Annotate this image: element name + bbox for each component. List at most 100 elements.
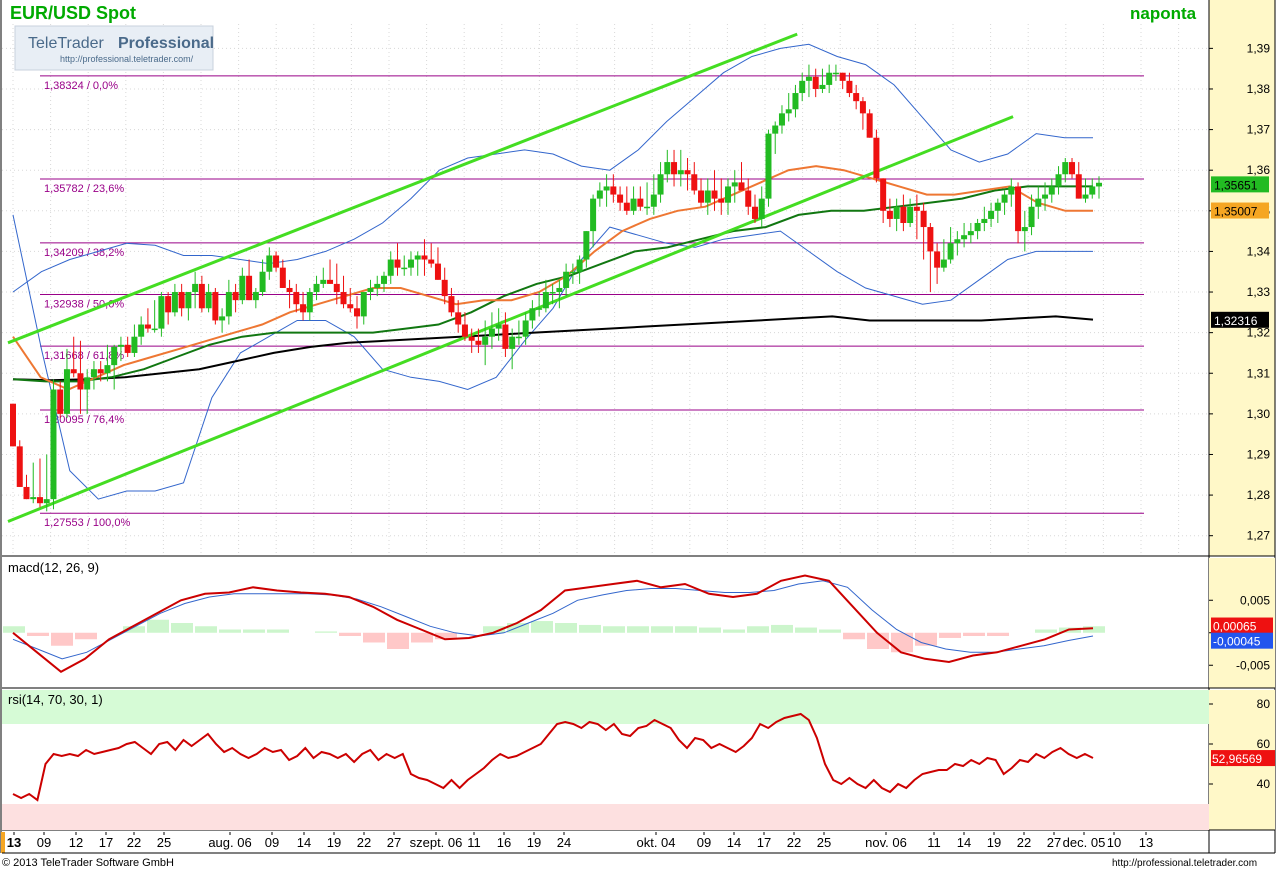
macd-panel: macd(12, 26, 9)0,0050-0,0050,00065-0,000…: [2, 558, 1275, 689]
candle-body: [185, 292, 192, 309]
candle-body: [954, 239, 961, 244]
candle-body: [792, 93, 799, 110]
last-value-label: 1,35007: [1214, 205, 1258, 219]
date-tick-label: 25: [157, 835, 171, 850]
macd-histogram-bar: [267, 629, 289, 633]
date-tick-label: 16: [497, 835, 511, 850]
date-tick-label: 11: [927, 835, 941, 850]
candle-body: [428, 259, 435, 264]
price-ytick-label: 1,34: [1247, 244, 1271, 258]
candle-body: [36, 497, 43, 504]
candle-body: [124, 344, 131, 353]
rsi-last-value-label: 52,96569: [1212, 752, 1262, 766]
candle-body: [725, 186, 732, 203]
candle-body: [994, 202, 1001, 211]
candle-body: [1021, 227, 1028, 232]
logo-url: http://professional.teletrader.com/: [60, 54, 194, 64]
footer-url: http://professional.teletrader.com: [1112, 858, 1257, 869]
candle-body: [320, 279, 327, 284]
candle-body: [327, 279, 334, 284]
candle-body: [232, 292, 239, 301]
candle-body: [279, 267, 286, 288]
price-ytick-label: 1,32: [1247, 326, 1271, 340]
price-ytick-label: 1,27: [1247, 529, 1271, 543]
macd-histogram-bar: [315, 631, 337, 633]
candle-body: [1015, 186, 1022, 232]
bollinger-upper: [12, 43, 1093, 293]
last-value-label: 1,32316: [1214, 314, 1258, 328]
candle-body: [10, 403, 16, 447]
candle-body: [461, 324, 468, 337]
candle-body: [819, 84, 826, 89]
rsi-overbought-zone: [2, 690, 1209, 724]
fib-level-label: 1,32938 / 50,0%: [44, 299, 124, 311]
candle-body: [192, 283, 199, 293]
macd-histogram-bar: [747, 626, 769, 633]
date-tick-label: 17: [757, 835, 771, 850]
macd-histogram-bar: [1083, 626, 1105, 633]
last-value-box: [1211, 176, 1269, 193]
candle-body: [886, 210, 893, 219]
candle-body: [407, 259, 414, 268]
candle-body: [77, 373, 84, 390]
candle-body: [293, 292, 300, 305]
candle-body: [421, 255, 428, 260]
candle-body: [967, 231, 974, 236]
date-tick-label: nov. 06: [865, 835, 907, 850]
date-tick-label: 14: [727, 835, 741, 850]
candle-body: [151, 328, 158, 331]
candle-body: [1096, 182, 1102, 187]
date-tick-label: 22: [787, 835, 801, 850]
candle-body: [961, 235, 968, 240]
price-ytick-label: 1,31: [1247, 366, 1271, 380]
date-tick-label: okt. 04: [636, 835, 675, 850]
candle-body: [30, 497, 37, 500]
macd-histogram-bar: [411, 632, 433, 643]
macd-histogram-bar: [531, 621, 553, 633]
bollinger-lower: [12, 214, 1093, 500]
ma-mid-line: [12, 185, 1093, 383]
candle-body: [239, 275, 246, 301]
macd-histogram-bar: [891, 632, 913, 653]
rsi-last-value-box: [1211, 750, 1275, 767]
candle-body: [893, 206, 900, 219]
candle-body: [610, 186, 617, 195]
macd-histogram-bar: [627, 626, 649, 633]
candle-body: [596, 190, 603, 199]
candle-body: [873, 137, 880, 179]
candle-body: [131, 336, 138, 353]
date-tick-label: aug. 06: [208, 835, 251, 850]
candle-body: [1062, 162, 1069, 175]
candle-body: [603, 186, 610, 191]
date-tick-label: 09: [265, 835, 279, 850]
candle-body: [340, 292, 347, 305]
candle-body: [306, 292, 313, 313]
date-tick-label: szept. 06: [410, 835, 463, 850]
date-axis-marker: [1, 832, 5, 853]
candle-body: [650, 194, 657, 207]
candle-body: [751, 206, 758, 219]
candle-body: [745, 190, 752, 207]
candle-body: [246, 275, 253, 301]
candle-body: [333, 283, 340, 293]
candle-body: [549, 292, 556, 294]
macd-histogram-bar: [483, 626, 505, 633]
date-tick-label: 12: [69, 835, 83, 850]
date-tick-label: dec. 05: [1063, 835, 1106, 850]
date-tick-label: 19: [327, 835, 341, 850]
macd-last-value-box: [1211, 632, 1273, 649]
macd-last-value-label: 0,00065: [1213, 620, 1257, 634]
date-tick-label: 17: [99, 835, 113, 850]
candle-body: [947, 243, 954, 260]
ma-short-line: [12, 165, 1093, 391]
logo-text: TeleTrader: [28, 35, 105, 52]
date-tick-label: 09: [697, 835, 711, 850]
candle-body: [354, 308, 361, 317]
candle-body: [90, 369, 97, 378]
candle-body: [691, 174, 698, 191]
macd-histogram-bar: [75, 632, 97, 640]
macd-histogram-bar: [819, 629, 841, 633]
fib-level-label: 1,38324 / 0,0%: [44, 80, 118, 92]
candle-body: [880, 178, 887, 211]
